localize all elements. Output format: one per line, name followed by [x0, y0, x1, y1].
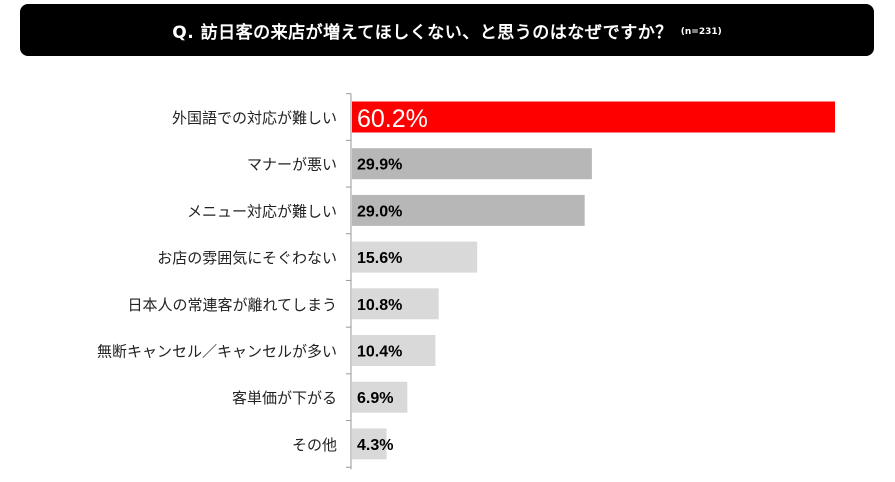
- category-label: お店の雰囲気にそぐわない: [157, 249, 337, 267]
- category-label: マナーが悪い: [247, 156, 337, 174]
- bar: [352, 194, 585, 226]
- bar: [352, 148, 592, 180]
- data-label: 10.4%: [357, 344, 402, 361]
- data-label: 6.9%: [357, 390, 393, 407]
- bar: [352, 335, 436, 366]
- bar: [352, 101, 835, 133]
- category-label: 無断キャンセル／キャンセルが多い: [97, 343, 337, 361]
- data-label: 60.2%: [357, 105, 428, 133]
- bar: [352, 428, 387, 460]
- title-bar: Q. 訪日客の来店が増えてほしくない、と思うのはなぜですか？ (n=231): [20, 4, 874, 56]
- sample-size-note: (n=231): [680, 27, 722, 37]
- data-label: 10.8%: [357, 297, 402, 314]
- category-label: 外国語での対応が難しい: [172, 109, 337, 127]
- category-label: メニュー対応が難しい: [187, 202, 337, 220]
- chart-title: Q. 訪日客の来店が増えてほしくない、と思うのはなぜですか？: [172, 22, 673, 43]
- category-label: 客単価が下がる: [232, 389, 337, 407]
- bar: [352, 288, 439, 320]
- bar: [352, 241, 478, 273]
- data-label: 29.9%: [357, 157, 402, 174]
- bar: [352, 381, 408, 413]
- category-label: 日本人の常連客が離れてしまう: [127, 296, 337, 314]
- data-label: 29.0%: [357, 203, 402, 220]
- data-label: 4.3%: [357, 437, 393, 454]
- category-label: その他: [292, 436, 337, 454]
- data-label: 15.6%: [357, 250, 402, 267]
